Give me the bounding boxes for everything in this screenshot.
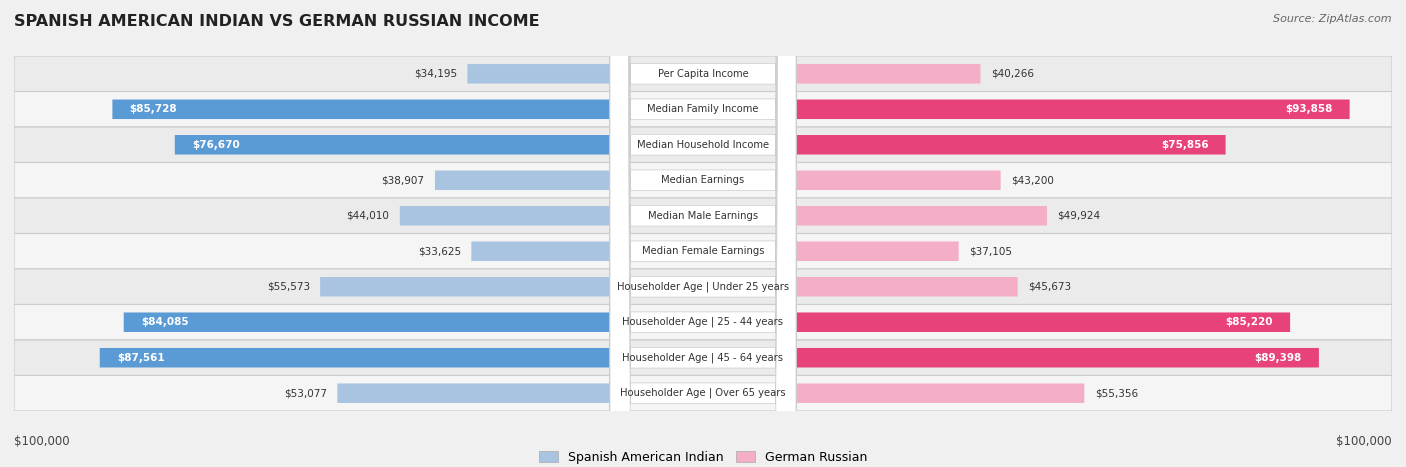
FancyBboxPatch shape	[467, 64, 610, 84]
FancyBboxPatch shape	[610, 0, 796, 467]
Text: $53,077: $53,077	[284, 388, 328, 398]
FancyBboxPatch shape	[14, 92, 1392, 127]
FancyBboxPatch shape	[610, 0, 796, 467]
Text: $40,266: $40,266	[991, 69, 1033, 79]
Text: Per Capita Income: Per Capita Income	[658, 69, 748, 79]
Text: $85,728: $85,728	[129, 104, 177, 114]
FancyBboxPatch shape	[14, 234, 1392, 269]
Text: $43,200: $43,200	[1011, 175, 1054, 185]
FancyBboxPatch shape	[321, 277, 610, 297]
Text: $100,000: $100,000	[1336, 435, 1392, 448]
FancyBboxPatch shape	[610, 0, 796, 467]
FancyBboxPatch shape	[610, 0, 796, 467]
Text: $33,625: $33,625	[418, 246, 461, 256]
FancyBboxPatch shape	[610, 0, 796, 467]
FancyBboxPatch shape	[796, 241, 959, 261]
Text: $49,924: $49,924	[1057, 211, 1101, 221]
Text: $55,356: $55,356	[1095, 388, 1137, 398]
FancyBboxPatch shape	[100, 348, 610, 368]
FancyBboxPatch shape	[796, 170, 1001, 190]
Text: Median Male Earnings: Median Male Earnings	[648, 211, 758, 221]
FancyBboxPatch shape	[610, 0, 796, 467]
FancyBboxPatch shape	[796, 383, 1084, 403]
Legend: Spanish American Indian, German Russian: Spanish American Indian, German Russian	[534, 446, 872, 467]
FancyBboxPatch shape	[112, 99, 610, 119]
Text: $44,010: $44,010	[347, 211, 389, 221]
Text: SPANISH AMERICAN INDIAN VS GERMAN RUSSIAN INCOME: SPANISH AMERICAN INDIAN VS GERMAN RUSSIA…	[14, 14, 540, 29]
Text: Median Female Earnings: Median Female Earnings	[641, 246, 765, 256]
FancyBboxPatch shape	[14, 127, 1392, 163]
FancyBboxPatch shape	[14, 304, 1392, 340]
FancyBboxPatch shape	[796, 206, 1047, 226]
Text: Median Household Income: Median Household Income	[637, 140, 769, 150]
FancyBboxPatch shape	[399, 206, 610, 226]
FancyBboxPatch shape	[796, 64, 980, 84]
FancyBboxPatch shape	[796, 135, 1226, 155]
Text: $93,858: $93,858	[1285, 104, 1333, 114]
FancyBboxPatch shape	[796, 99, 1350, 119]
FancyBboxPatch shape	[14, 375, 1392, 411]
FancyBboxPatch shape	[174, 135, 610, 155]
Text: Median Family Income: Median Family Income	[647, 104, 759, 114]
FancyBboxPatch shape	[434, 170, 610, 190]
Text: Source: ZipAtlas.com: Source: ZipAtlas.com	[1274, 14, 1392, 24]
FancyBboxPatch shape	[796, 348, 1319, 368]
Text: $45,673: $45,673	[1028, 282, 1071, 292]
Text: $89,398: $89,398	[1254, 353, 1302, 363]
FancyBboxPatch shape	[610, 0, 796, 467]
Text: $75,856: $75,856	[1161, 140, 1208, 150]
Text: $34,195: $34,195	[413, 69, 457, 79]
Text: $37,105: $37,105	[969, 246, 1012, 256]
FancyBboxPatch shape	[610, 0, 796, 467]
Text: $85,220: $85,220	[1226, 317, 1272, 327]
Text: Householder Age | 25 - 44 years: Householder Age | 25 - 44 years	[623, 317, 783, 327]
FancyBboxPatch shape	[14, 198, 1392, 234]
Text: $76,670: $76,670	[193, 140, 240, 150]
Text: $87,561: $87,561	[117, 353, 165, 363]
FancyBboxPatch shape	[796, 277, 1018, 297]
FancyBboxPatch shape	[337, 383, 610, 403]
Text: Householder Age | Over 65 years: Householder Age | Over 65 years	[620, 388, 786, 398]
Text: $38,907: $38,907	[381, 175, 425, 185]
FancyBboxPatch shape	[14, 269, 1392, 304]
FancyBboxPatch shape	[610, 0, 796, 467]
Text: Householder Age | 45 - 64 years: Householder Age | 45 - 64 years	[623, 353, 783, 363]
Text: $84,085: $84,085	[141, 317, 188, 327]
Text: Median Earnings: Median Earnings	[661, 175, 745, 185]
FancyBboxPatch shape	[610, 0, 796, 467]
FancyBboxPatch shape	[471, 241, 610, 261]
FancyBboxPatch shape	[14, 340, 1392, 375]
Text: Householder Age | Under 25 years: Householder Age | Under 25 years	[617, 282, 789, 292]
Text: $100,000: $100,000	[14, 435, 70, 448]
FancyBboxPatch shape	[124, 312, 610, 332]
FancyBboxPatch shape	[14, 163, 1392, 198]
Text: $55,573: $55,573	[267, 282, 309, 292]
FancyBboxPatch shape	[796, 312, 1291, 332]
FancyBboxPatch shape	[14, 56, 1392, 92]
